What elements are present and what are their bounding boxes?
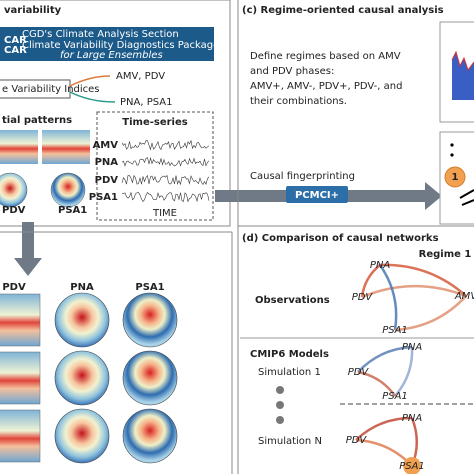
- dot: [450, 143, 454, 147]
- section-title: Time-series: [122, 117, 187, 128]
- panel-a-frame: [0, 0, 231, 227]
- panel-title: (d) Comparison of causal networks: [242, 233, 439, 244]
- row-label: Simulation 1: [258, 367, 321, 378]
- node-label: PDV: [348, 367, 370, 378]
- node-label: 1: [452, 172, 459, 183]
- series-line: [121, 156, 210, 167]
- map: [0, 351, 41, 405]
- indices-box-label: e Variability Indices: [2, 84, 100, 95]
- dot: [276, 401, 284, 409]
- node: [403, 457, 421, 474]
- series-label: AMV: [93, 140, 119, 151]
- arrow: [69, 91, 116, 103]
- node-label: PSA1: [382, 325, 408, 336]
- column-title: PSA1: [135, 282, 164, 293]
- edge: [379, 263, 467, 297]
- row-label: Simulation N: [258, 436, 322, 447]
- timeseries-box: [96, 111, 214, 221]
- node-label: PNA: [402, 342, 423, 353]
- edge: [394, 346, 414, 397]
- method-box: [286, 186, 348, 203]
- edge: [357, 345, 413, 373]
- regime-label: Regime 1: [419, 249, 472, 260]
- series-label: PNA: [95, 157, 119, 168]
- body-text: and PDV phases:: [250, 66, 334, 77]
- map-label: PSA1: [58, 205, 87, 216]
- map: [122, 408, 178, 464]
- column-title: PNA: [70, 282, 94, 293]
- node-label: PSA1: [382, 391, 408, 402]
- inset-line: [451, 50, 474, 72]
- node-label: PSA1: [399, 461, 425, 472]
- fingerprint-label: Causal fingerprinting: [250, 171, 355, 182]
- axis-label: TIME: [152, 208, 177, 219]
- column-title: PDV: [2, 282, 26, 293]
- series-line: [121, 191, 210, 203]
- row-label: Observations: [255, 295, 330, 306]
- body-text: Define regimes based on AMV: [250, 51, 401, 62]
- dot: [450, 153, 454, 157]
- map: [122, 350, 178, 406]
- map: [0, 409, 41, 463]
- indices-box: [0, 79, 71, 99]
- map: [122, 292, 178, 348]
- edge: [394, 295, 467, 332]
- node-label: AMV: [454, 291, 474, 302]
- index-label: AMV, PDV: [116, 71, 165, 82]
- arrow: [14, 222, 42, 276]
- map-thumb: [0, 130, 38, 164]
- row-label: CMIP6 Models: [250, 349, 329, 360]
- edge: [361, 284, 467, 299]
- dot: [276, 386, 284, 394]
- inset-fill: [452, 52, 474, 100]
- body-text: their combinations.: [250, 96, 347, 107]
- logo: CAR: [4, 35, 27, 46]
- panel-title: (c) Regime-oriented causal analysis: [242, 5, 444, 16]
- edge: [357, 370, 397, 397]
- edge: [459, 189, 474, 206]
- body-text: AMV+, AMV-, PDV+, PDV-, and: [250, 81, 402, 92]
- index-label: PNA, PSA1: [120, 97, 172, 108]
- banner-text: for Large Ensembles: [60, 50, 163, 61]
- banner-text: CGD's Climate Analysis Section: [22, 29, 179, 40]
- map-thumb: [0, 172, 28, 208]
- series-label: PSA1: [89, 192, 118, 203]
- map-label: PDV: [2, 205, 26, 216]
- series-line: [121, 139, 210, 151]
- method-label: PCMCI+: [295, 190, 339, 201]
- node-label: PDV: [352, 292, 374, 303]
- edge: [378, 264, 398, 331]
- node-label: PDV: [346, 435, 368, 446]
- arrow: [69, 75, 111, 87]
- node-label: PNA: [402, 413, 423, 424]
- map: [54, 408, 110, 464]
- series-line: [121, 174, 210, 186]
- node: [444, 166, 466, 188]
- package-banner: [0, 27, 214, 61]
- series-label: PDV: [95, 175, 119, 186]
- map-thumb: [42, 130, 90, 164]
- map: [54, 292, 110, 348]
- panel-title: variability: [4, 5, 62, 16]
- node-label: PNA: [370, 260, 391, 271]
- section-title: tial patterns: [2, 115, 72, 126]
- map: [54, 350, 110, 406]
- map: [0, 293, 41, 347]
- edge: [355, 416, 413, 441]
- logo: CAR: [4, 45, 27, 56]
- edge: [360, 264, 381, 298]
- map-thumb: [50, 172, 86, 208]
- dot: [276, 416, 284, 424]
- banner-text: Climate Variability Diagnostics Package: [22, 40, 219, 51]
